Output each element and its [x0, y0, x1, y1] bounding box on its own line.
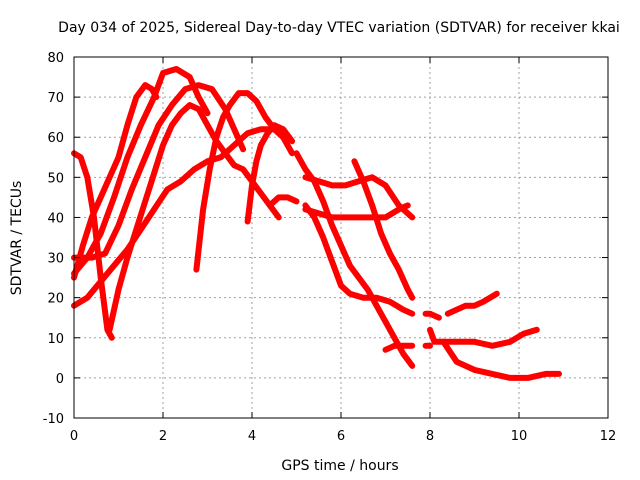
y-tick-labels: -10 0 10 20 30 40 50 60 70 80 [43, 51, 64, 427]
y-tick-label: 70 [47, 91, 64, 106]
series-arc-03 [71, 66, 211, 277]
series-arc-11 [302, 202, 411, 221]
series-arc-19 [444, 290, 500, 317]
series-arc-04 [71, 82, 247, 261]
y-tick-label: 0 [56, 372, 64, 387]
x-tick-label: 2 [159, 429, 167, 444]
series-arc-05 [71, 126, 287, 309]
series-arc-08 [244, 122, 296, 225]
y-tick-label: 30 [47, 252, 64, 267]
y-tick-label: 50 [47, 171, 64, 186]
series-arc-14 [351, 158, 416, 301]
x-tick-label: 8 [426, 429, 434, 444]
y-axis-label: SDTVAR / TECUs [9, 181, 25, 296]
y-tick-label: 10 [47, 332, 64, 347]
ticks [73, 56, 609, 419]
y-tick-label: 60 [47, 131, 64, 146]
series-arc-10 [302, 174, 416, 221]
x-tick-label: 12 [600, 429, 617, 444]
x-tick-label: 10 [511, 429, 528, 444]
series-arc-18 [440, 338, 562, 381]
series-arc-20 [422, 310, 442, 321]
y-tick-label: -10 [43, 412, 64, 427]
series-layer [71, 66, 562, 381]
series-arc-09 [266, 194, 300, 209]
series-arc-15 [382, 342, 416, 353]
series-arc-17 [427, 326, 540, 349]
y-tick-label: 40 [47, 211, 64, 226]
x-tick-label: 0 [70, 429, 78, 444]
y-tick-label: 20 [47, 292, 64, 307]
x-tick-label: 6 [337, 429, 345, 444]
x-axis-label: GPS time / hours [281, 458, 398, 474]
x-tick-label: 4 [248, 429, 256, 444]
series-arc-12 [302, 202, 416, 317]
series-arc-07 [193, 90, 296, 273]
chart-title: Day 034 of 2025, Sidereal Day-to-day VTE… [58, 20, 620, 36]
y-tick-label: 80 [47, 51, 64, 66]
series-arc-02 [71, 82, 160, 281]
series-arc-13 [293, 150, 416, 369]
x-tick-labels: 0 2 4 6 8 10 12 [70, 429, 616, 444]
grid [74, 57, 608, 418]
